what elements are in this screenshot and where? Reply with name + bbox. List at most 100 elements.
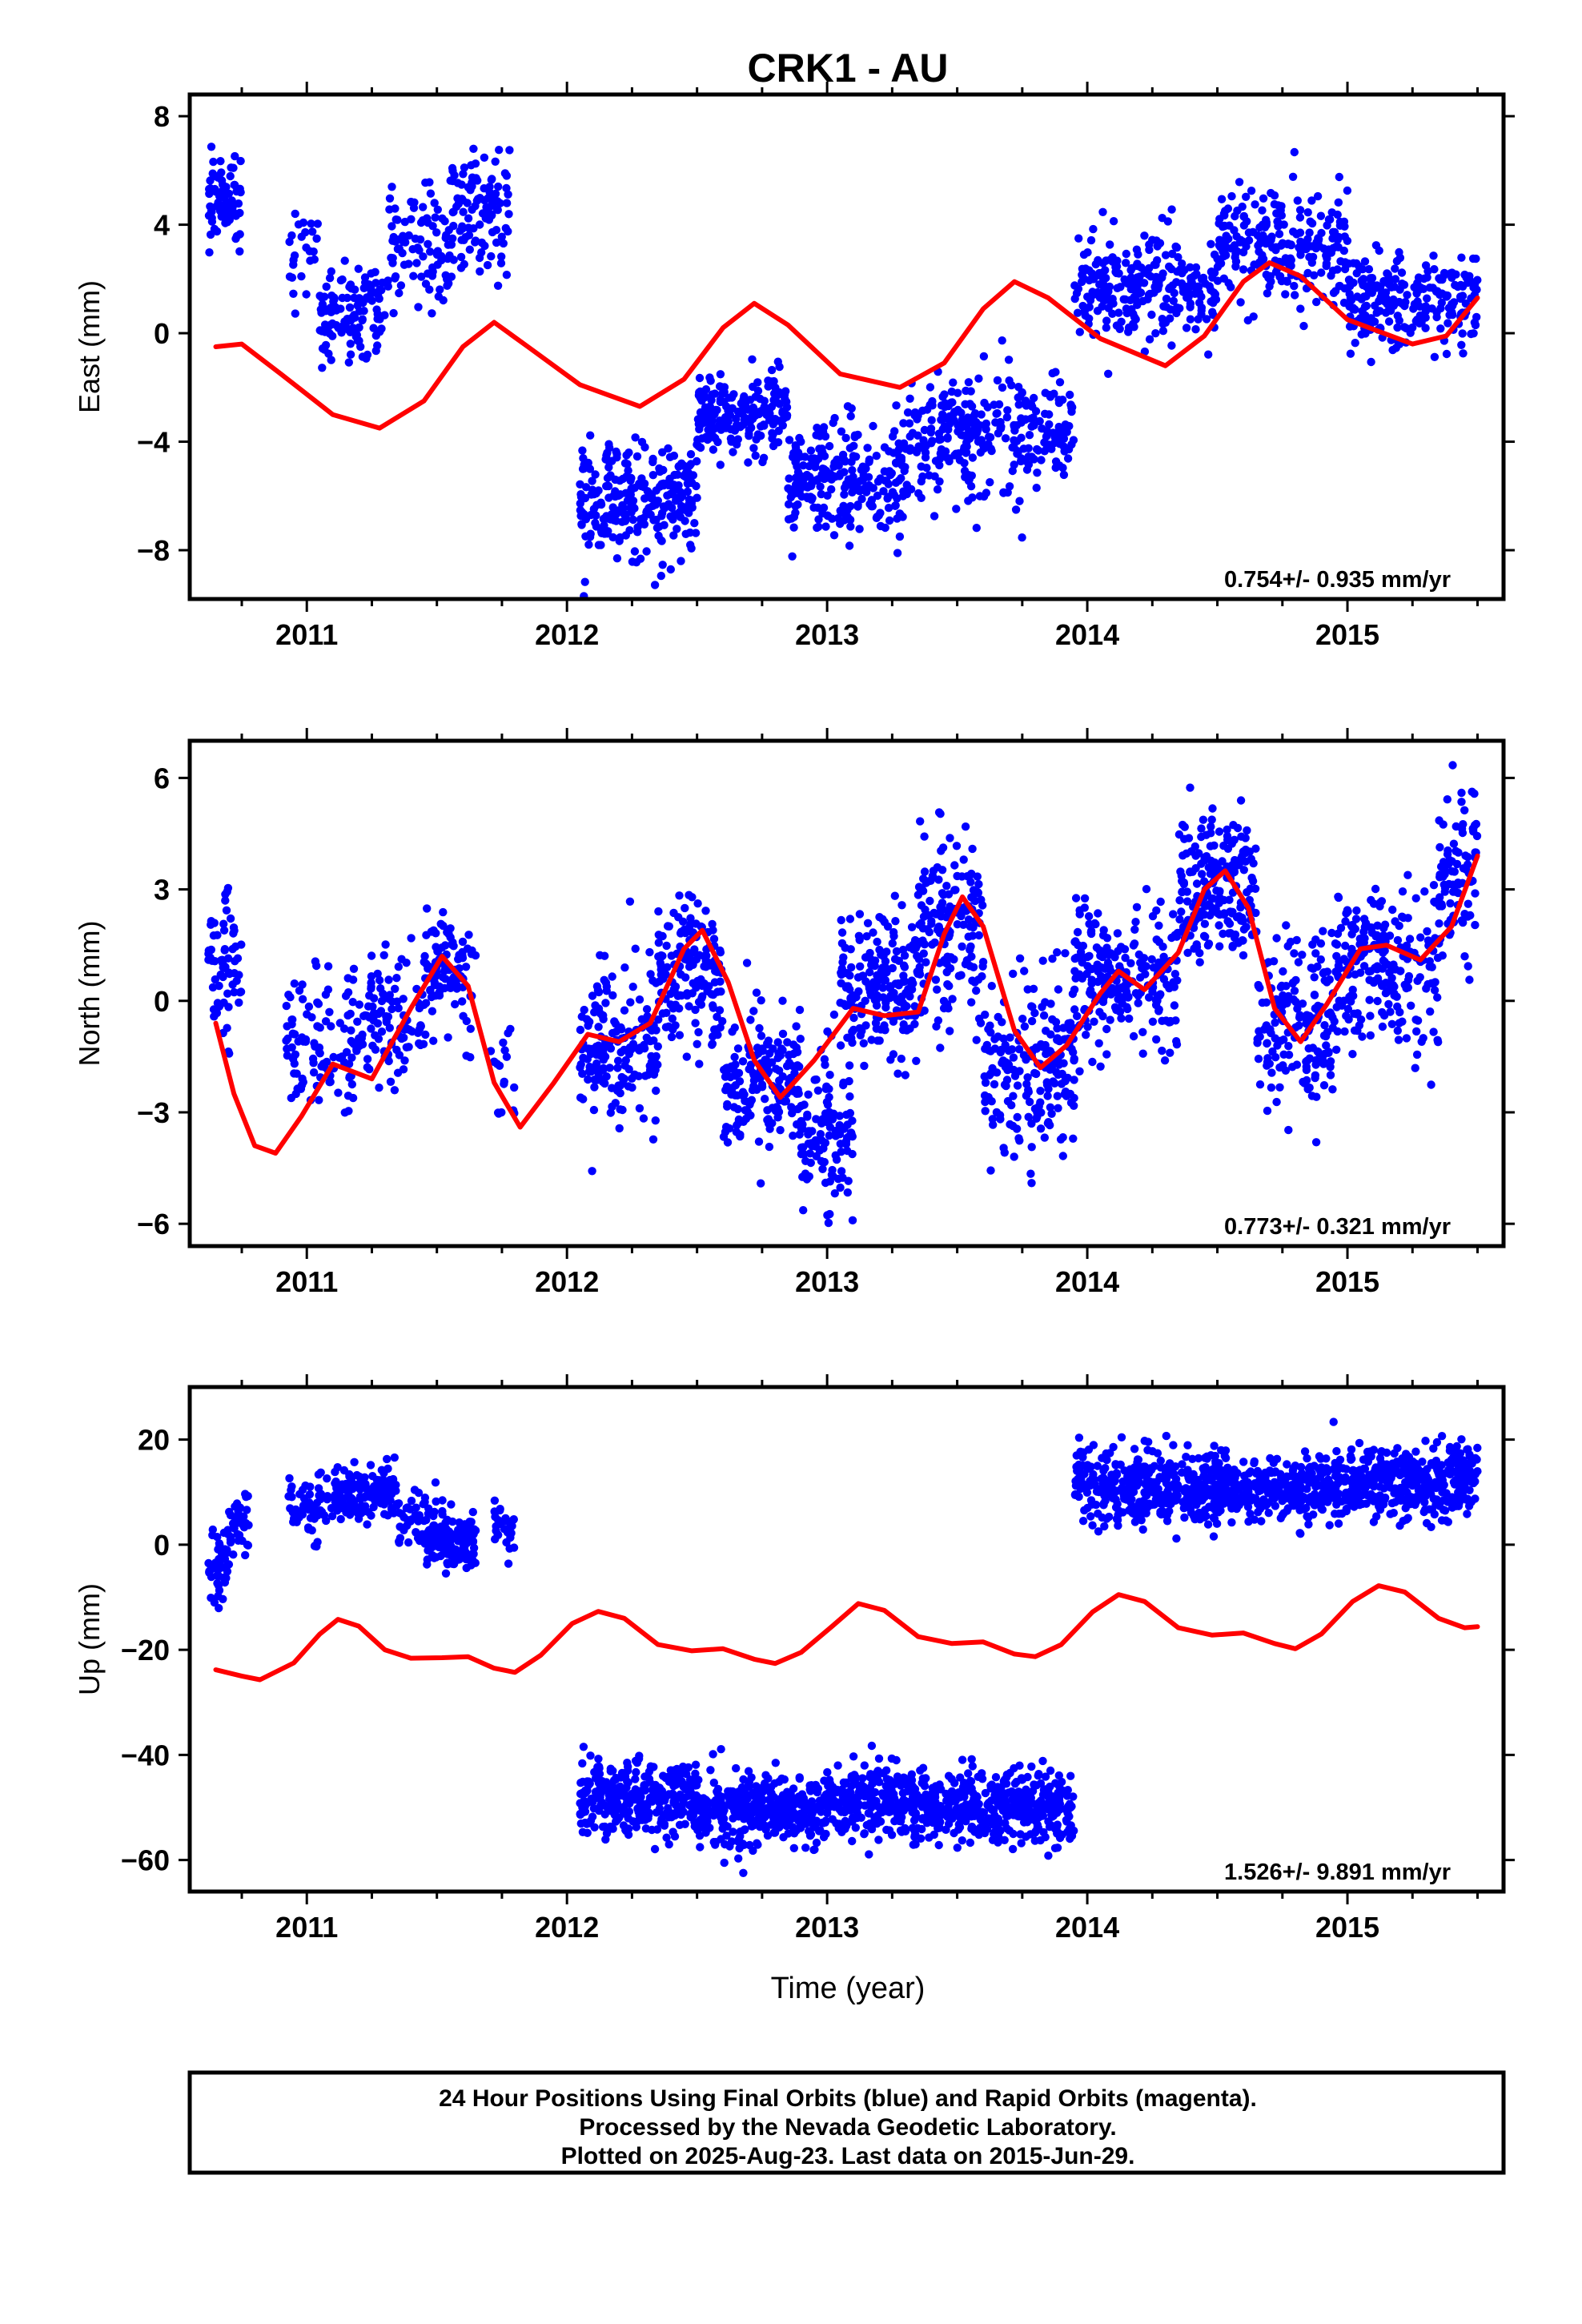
data-point [1335,281,1344,291]
data-point [450,975,460,984]
data-point [926,383,935,392]
data-point [606,1108,615,1117]
data-point [1458,329,1467,338]
data-point [892,947,901,956]
data-point [942,913,951,922]
data-point [384,975,393,984]
data-point [576,506,585,515]
data-point [476,267,484,276]
data-point [1356,968,1365,977]
data-point [499,239,508,248]
data-point [632,452,642,461]
data-point [935,477,944,486]
data-point [1293,1004,1302,1013]
data-point [1106,240,1114,249]
data-point [691,1005,700,1015]
data-point [458,947,467,957]
data-point [655,482,665,491]
data-point [673,525,681,533]
data-point [683,487,692,497]
data-point [1421,261,1431,270]
data-point [487,251,496,261]
data-point [841,457,849,466]
data-point [1433,993,1442,1002]
data-point [1206,842,1215,850]
data-point [773,1113,782,1122]
data-point [785,1051,793,1059]
data-point [207,945,215,955]
data-point [1002,412,1012,422]
data-point [345,303,355,312]
data-point [1167,205,1176,214]
data-point [204,211,214,220]
data-point [495,146,504,155]
data-point [387,183,396,191]
data-point [1061,949,1070,958]
data-point [1310,973,1319,982]
y-tick-label: 8 [154,100,170,133]
data-point [859,485,868,494]
data-point [757,431,765,440]
data-point [421,178,430,187]
data-point [930,512,939,521]
data-point [1327,208,1336,217]
data-point [1292,935,1301,945]
data-point [767,402,777,412]
data-point [778,1072,787,1081]
data-point [616,1088,624,1098]
data-point [628,557,637,566]
data-point [409,271,418,280]
data-point [647,491,656,500]
data-point [601,999,610,1007]
data-point [1464,912,1472,921]
data-point [282,1001,291,1011]
data-point [461,963,471,971]
data-point [1178,269,1186,278]
data-point [917,884,926,894]
data-point [1348,1050,1357,1059]
data-point [1048,955,1057,963]
data-point [1186,263,1195,271]
data-point [897,901,906,910]
data-point [1078,277,1086,287]
data-point [1123,279,1132,288]
data-point [207,1572,216,1582]
data-point [1129,941,1138,950]
data-point [323,962,333,971]
data-point [1345,275,1354,284]
data-point [753,1043,762,1052]
data-point [1243,826,1251,835]
data-point [1351,915,1361,923]
data-point [1263,1039,1271,1048]
data-point [1390,283,1399,292]
data-point [576,490,585,499]
data-point [1138,1049,1147,1058]
data-point [1454,880,1463,889]
data-point [436,919,445,929]
data-point [1288,978,1298,987]
data-point [724,406,733,416]
data-point [1228,941,1238,951]
data-point [1059,434,1069,443]
data-point [1324,215,1334,224]
data-point [1188,867,1197,876]
data-point [752,988,761,997]
data-point [1066,390,1074,400]
data-point [833,1174,843,1184]
data-point [713,1012,721,1022]
data-point [1471,920,1480,930]
data-point [1182,282,1192,292]
data-point [493,281,503,290]
data-point [1134,250,1142,259]
data-point [486,1047,496,1055]
data-point [301,1481,310,1490]
data-point [292,1069,301,1078]
data-point [312,1542,321,1551]
data-point [1156,897,1165,907]
data-point [600,975,608,985]
data-point [1473,275,1482,284]
data-point [721,424,730,432]
data-point [695,424,704,434]
data-point [858,462,868,471]
data-point [982,419,991,428]
